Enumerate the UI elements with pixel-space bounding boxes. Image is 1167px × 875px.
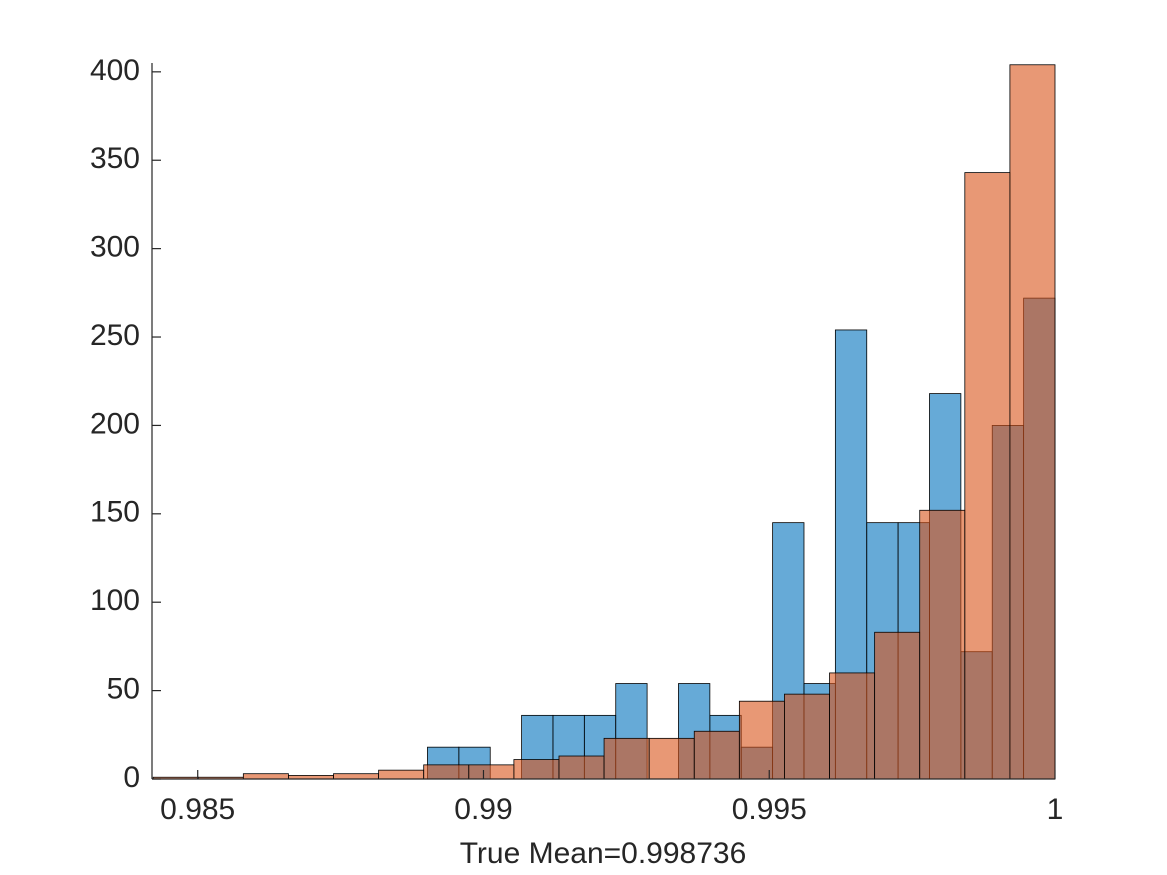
y-tick-label: 50 <box>107 673 140 706</box>
x-tick-label: 1 <box>1047 793 1064 826</box>
bar <box>242 773 289 780</box>
bar <box>423 764 470 780</box>
bar <box>1009 64 1056 780</box>
y-tick-label: 0 <box>123 761 140 794</box>
bar <box>829 672 876 780</box>
x-tick-label: 0.995 <box>732 793 807 826</box>
bar <box>468 764 515 780</box>
x-tick-label: 0.985 <box>160 793 235 826</box>
y-tick-label: 250 <box>90 319 140 352</box>
bar <box>378 769 425 780</box>
bar <box>648 737 695 780</box>
bar <box>874 631 921 780</box>
y-tick-label: 350 <box>90 142 140 175</box>
y-tick-label: 400 <box>90 54 140 87</box>
bar <box>513 759 560 780</box>
x-axis-label: True Mean=0.998736 <box>460 837 747 870</box>
bar <box>919 509 966 780</box>
bar <box>603 737 650 780</box>
y-tick-label: 100 <box>90 584 140 617</box>
y-tick-label: 200 <box>90 407 140 440</box>
y-tick-label: 150 <box>90 496 140 529</box>
y-tick-label: 300 <box>90 231 140 264</box>
bar <box>964 172 1011 780</box>
bar <box>784 693 830 780</box>
bar <box>738 700 785 780</box>
bar <box>693 730 740 780</box>
x-tick-label: 0.99 <box>454 793 512 826</box>
bar <box>558 755 605 780</box>
bar <box>333 773 380 780</box>
